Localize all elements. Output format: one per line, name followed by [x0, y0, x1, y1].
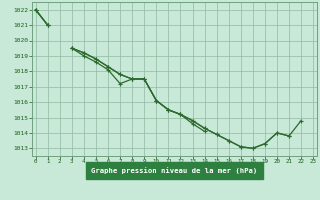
X-axis label: Graphe pression niveau de la mer (hPa): Graphe pression niveau de la mer (hPa)	[91, 167, 258, 174]
